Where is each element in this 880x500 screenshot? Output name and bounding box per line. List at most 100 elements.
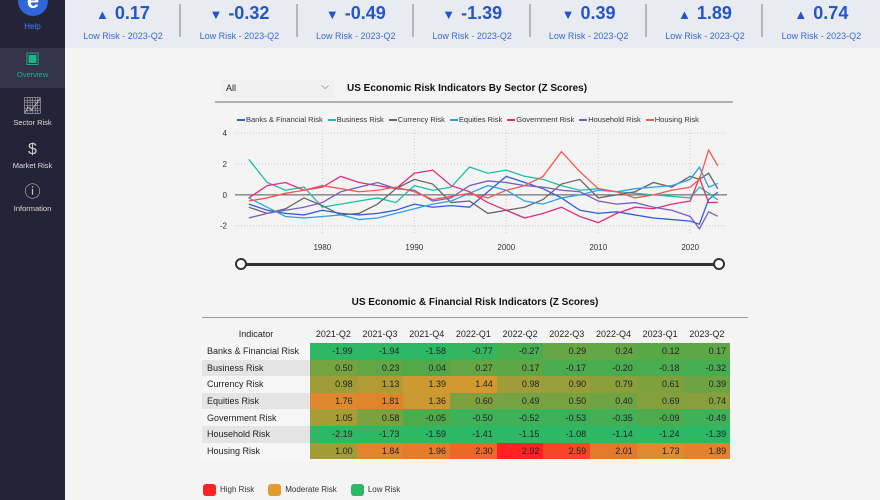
kpi-value: -0.49 (344, 3, 386, 23)
chevron-down-icon: ▼ (325, 7, 339, 22)
table-row: Business Risk 0.50 0.23 0.04 0.27 0.17 -0.17 -0… (202, 359, 731, 377)
slider-handle-end[interactable] (713, 258, 725, 270)
heatmap-cell: 0.17 (496, 359, 544, 377)
nav-label: Sector Risk (13, 118, 52, 127)
heatmap-cell: 0.74 (683, 392, 731, 410)
series-line (248, 148, 719, 202)
heatmap-cell: 0.27 (450, 359, 497, 377)
heatmap-cell: 2.01 (590, 442, 637, 460)
heatmap-cell: 0.60 (450, 392, 497, 410)
nav-label: Information (13, 204, 52, 213)
date-range-slider[interactable] (235, 258, 725, 270)
line-chart: 4 2 0 -2 1980 1990 2000 2010 2020 (220, 129, 727, 252)
risk-legend-item: Moderate Risk (268, 484, 337, 496)
risk-legend-label: High Risk (220, 485, 255, 495)
column-header: 2021-Q4 (409, 329, 445, 339)
nav-information[interactable]: ⓘ Information (0, 182, 65, 222)
kpi-value: 1.89 (696, 3, 732, 23)
chevron-down-icon: ▼ (209, 7, 223, 22)
series-line (248, 175, 719, 226)
table-row: Housing Risk 1.00 1.84 1.96 2.30 2.92 2.59 2.01… (202, 442, 731, 460)
column-header: 2021-Q3 (362, 329, 398, 339)
kpi-label: Low Risk - 2023-Q2 (548, 31, 629, 41)
kpi-label: Low Risk - 2023-Q2 (781, 31, 862, 41)
kpi-card: ▼ 0.39 Low Risk - 2023-Q2 (531, 0, 647, 48)
heatmap-cell: -0.20 (590, 359, 637, 377)
y-tick-label: 4 (223, 129, 228, 138)
kpi-value: -0.32 (228, 3, 270, 23)
table-row: Currency Risk 0.98 1.13 1.39 1.44 0.98 0.90 0.7… (202, 376, 731, 393)
sector-filter-dropdown[interactable]: All ⌵ (222, 80, 334, 98)
nav-label: Market Risk (12, 161, 53, 170)
legend-item[interactable]: Household Risk (579, 115, 641, 124)
heatmap-cell: -1.15 (496, 425, 544, 443)
column-header: 2022-Q1 (455, 329, 491, 339)
app-logo[interactable]: e (18, 0, 48, 16)
legend-label: Household Risk (588, 115, 641, 124)
presentation-icon: ▣ (24, 50, 41, 67)
help-link[interactable]: Help (24, 22, 41, 31)
legend-item[interactable]: Business Risk (327, 115, 384, 124)
heatmap-cell: -1.14 (590, 425, 637, 443)
legend-item[interactable]: Housing Risk (645, 115, 699, 124)
heatmap-cell: -0.09 (636, 409, 684, 426)
legend-item[interactable]: Equities Risk (449, 115, 503, 124)
nav-sector-risk[interactable]: 📈︎ Sector Risk (0, 96, 65, 136)
risk-legend: High Risk Moderate Risk Low Risk (203, 484, 414, 496)
sidebar: e Help ▣ Overview 📈︎ Sector Risk $ Market R… (0, 0, 65, 500)
legend-swatch (449, 119, 458, 122)
row-label: Housing Risk (202, 442, 310, 460)
heatmap-cell: -1.73 (356, 425, 404, 443)
legend-label: Government Risk (516, 115, 575, 124)
legend-item[interactable]: Government Risk (507, 115, 574, 124)
nav-market-risk[interactable]: $ Market Risk (0, 139, 65, 179)
heatmap-cell: 0.98 (496, 376, 544, 393)
legend-item[interactable]: Currency Risk (388, 115, 445, 124)
heatmap-cell: 1.13 (356, 376, 404, 393)
kpi-label: Low Risk - 2023-Q2 (665, 31, 745, 41)
legend-label: Equities Risk (458, 115, 503, 124)
kpi-separator (295, 4, 298, 37)
nav-overview[interactable]: ▣ Overview (0, 48, 65, 88)
heatmap-cell: 0.04 (403, 359, 451, 377)
risk-swatch (203, 484, 216, 496)
legend-item[interactable]: Banks & Financial Risk (237, 115, 323, 124)
kpi-separator (412, 4, 415, 37)
kpi-card: ▲ 1.89 Low Risk - 2023-Q2 (647, 0, 763, 48)
column-header: 2023-Q1 (642, 329, 678, 339)
kpi-label: Low Risk - 2023-Q2 (83, 31, 163, 41)
heatmap-cell: -0.49 (683, 409, 731, 426)
legend-swatch (388, 119, 397, 122)
table-row: Household Risk -2.19 -1.73 -1.59 -1.41 -1.15-… (202, 425, 731, 443)
heatmap-cell: 2.92 (496, 442, 544, 460)
risk-legend-label: Moderate Risk (285, 485, 337, 495)
chart-legend: Banks & Financial Risk Business Risk Curre… (237, 115, 704, 124)
kpi-card: ▼ -1.39 Low Risk - 2023-Q2 (414, 0, 530, 48)
x-tick-label: 1990 (405, 243, 423, 252)
heatmap-cell: -0.18 (636, 359, 684, 377)
heatmap-cell: -2.19 (310, 425, 357, 443)
line-chart-icon: 📈︎ (22, 98, 43, 115)
legend-swatch (237, 119, 245, 122)
kpi-separator (528, 4, 531, 37)
column-header: 2022-Q4 (595, 329, 631, 339)
heatmap-cell: 1.00 (310, 442, 357, 460)
heatmap-cell: 0.49 (496, 392, 544, 410)
heatmap-cell: 0.61 (636, 376, 684, 393)
kpi-separator (179, 4, 182, 37)
x-tick-label: 2010 (589, 243, 607, 252)
legend-label: Business Risk (336, 115, 384, 124)
heatmap-cell: -0.35 (590, 409, 637, 426)
heatmap-cell: 1.89 (683, 442, 731, 460)
heatmap-cell: 2.30 (450, 442, 497, 460)
kpi-value: 0.17 (114, 3, 150, 23)
x-tick-label: 2020 (681, 243, 699, 252)
heatmap-cell: -0.32 (683, 359, 731, 377)
row-label: Banks & Financial Risk (202, 343, 310, 360)
row-label: Business Risk (202, 359, 310, 377)
heatmap-cell: 1.44 (450, 376, 497, 393)
heatmap-cell: 1.76 (310, 392, 357, 410)
slider-handle-start[interactable] (235, 258, 247, 270)
heatmap-cell: -1.41 (450, 425, 497, 443)
row-label: Household Risk (202, 425, 310, 443)
